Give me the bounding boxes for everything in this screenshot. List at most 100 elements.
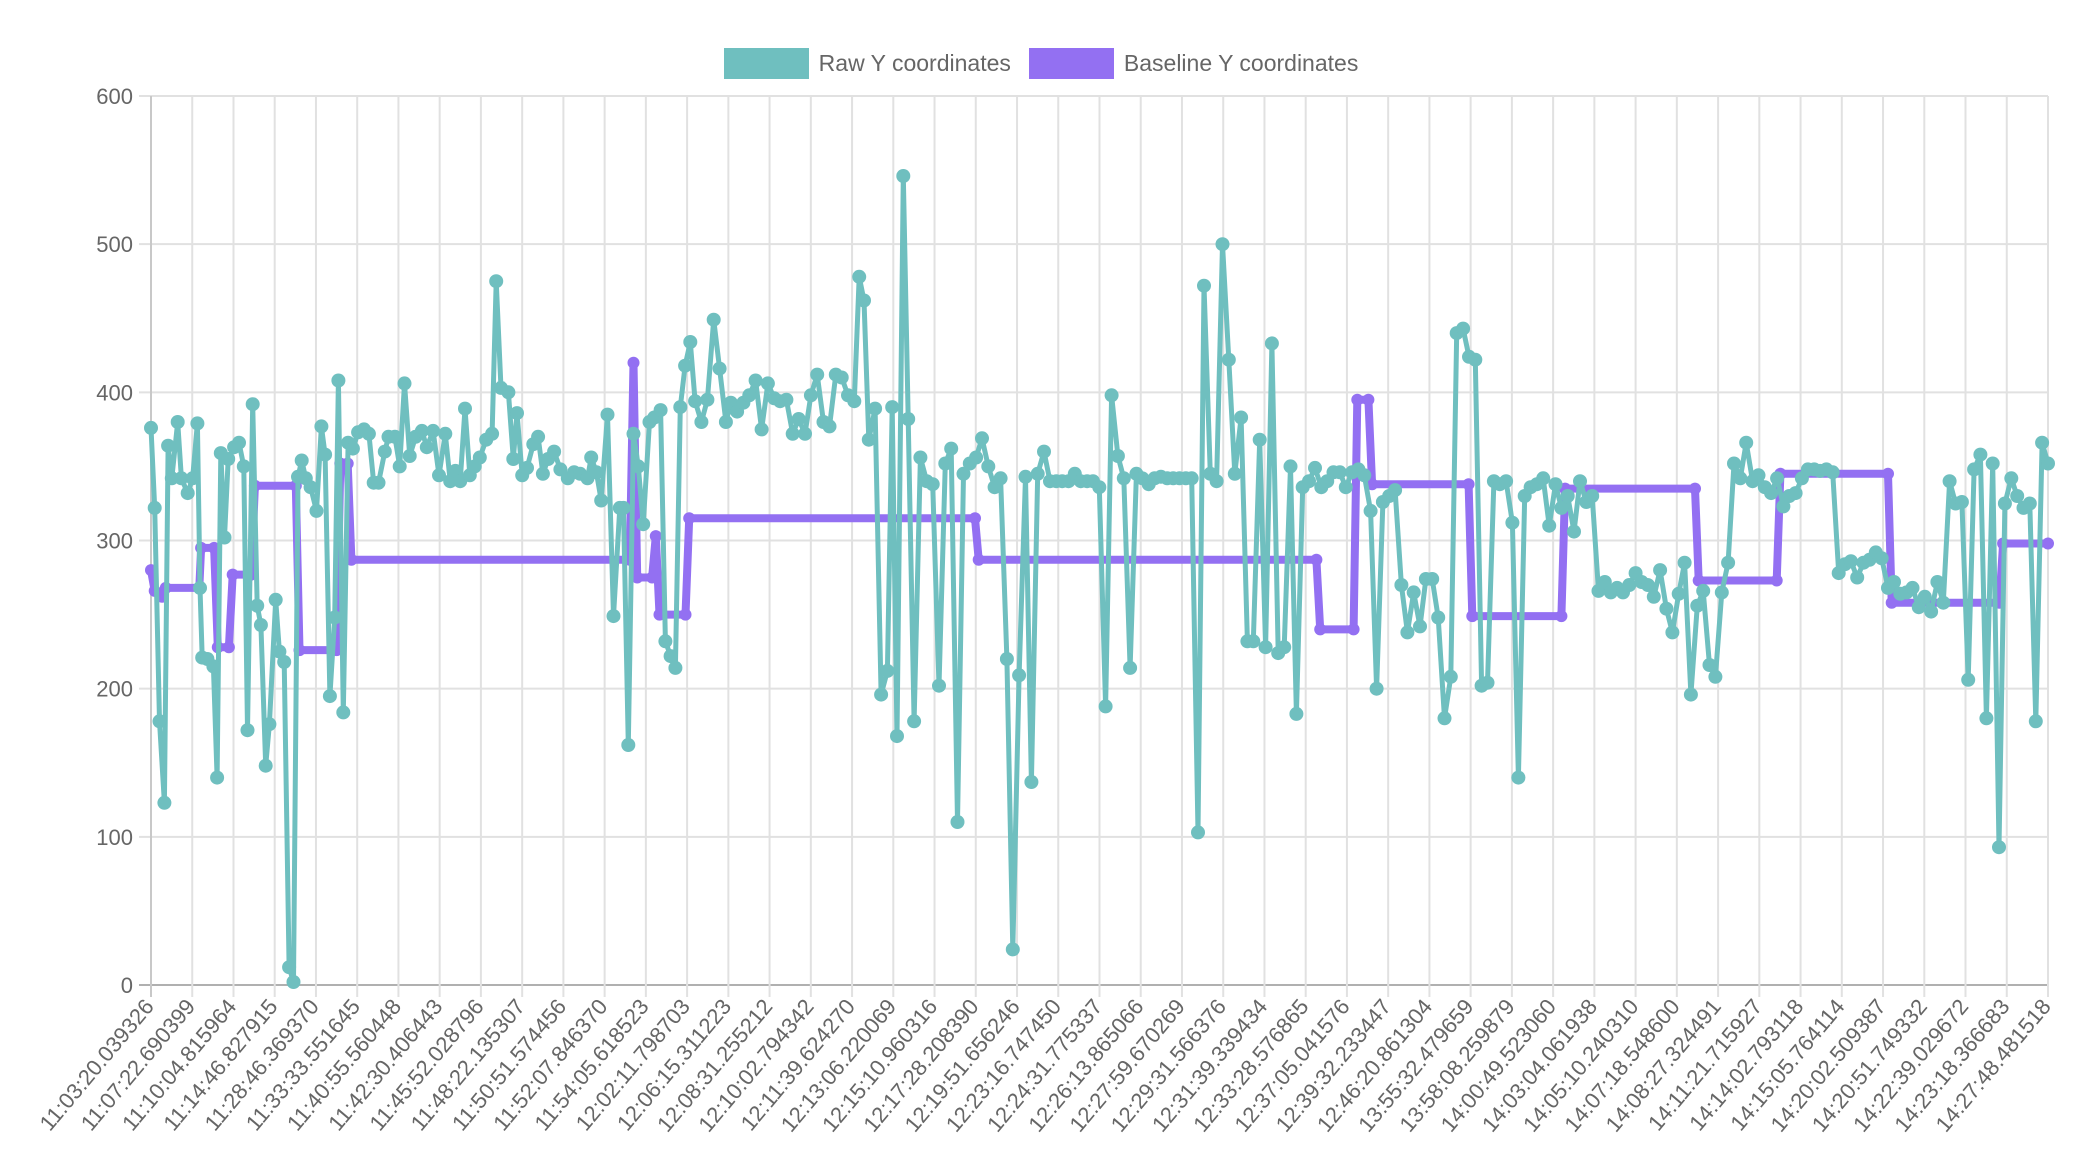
data-point <box>1567 524 1581 539</box>
data-point <box>1536 471 1551 486</box>
data-point <box>1560 489 1575 503</box>
data-point <box>1466 610 1479 623</box>
data-point <box>785 426 800 441</box>
data-point <box>1702 658 1717 672</box>
data-point <box>1480 675 1495 690</box>
data-point <box>1362 393 1375 406</box>
series-points-raw <box>144 169 2055 989</box>
data-point <box>631 459 646 474</box>
data-point <box>1283 459 1298 474</box>
data-point <box>221 452 236 466</box>
x-axis-ticks: 11:03:20.03932611:07:22.69039911:10:04.8… <box>35 994 2056 1137</box>
data-point <box>1310 553 1323 566</box>
data-point <box>1030 466 1045 481</box>
data-point <box>1289 706 1304 721</box>
data-point <box>1973 447 1988 462</box>
data-point <box>938 456 953 471</box>
data-point <box>589 465 604 480</box>
data-point <box>673 400 688 415</box>
data-point <box>584 450 599 465</box>
data-point <box>458 401 472 416</box>
data-point <box>1917 589 1932 604</box>
data-point <box>1659 601 1674 616</box>
data-point <box>361 426 376 441</box>
data-point <box>1443 669 1458 684</box>
data-point <box>472 450 487 465</box>
data-point <box>901 412 916 426</box>
data-point <box>174 471 189 486</box>
data-point <box>1227 466 1242 481</box>
data-point <box>1092 480 1107 495</box>
data-point <box>1468 352 1483 367</box>
legend-swatch-raw <box>723 48 809 79</box>
data-point <box>1555 610 1568 623</box>
data-point <box>547 444 562 459</box>
data-point <box>236 459 251 474</box>
data-point <box>1936 595 1951 610</box>
legend-item-raw[interactable]: Raw Y coordinates <box>723 48 1011 79</box>
data-point <box>606 609 621 624</box>
data-point <box>1708 669 1723 684</box>
data-point <box>1209 474 1224 489</box>
data-point <box>852 269 867 284</box>
data-point <box>950 815 965 829</box>
data-point <box>1751 468 1766 483</box>
data-point <box>1184 471 1199 486</box>
data-point <box>1277 640 1292 655</box>
data-point <box>1690 598 1705 613</box>
data-point <box>1985 456 2000 471</box>
data-point <box>972 553 985 566</box>
data-point <box>1721 555 1736 570</box>
y-tick-label: 0 <box>121 973 133 998</box>
data-point <box>1554 500 1569 515</box>
data-point <box>1622 578 1637 592</box>
data-point <box>631 571 644 584</box>
data-point <box>621 738 636 752</box>
data-point <box>1640 578 1655 592</box>
data-point <box>1347 623 1360 636</box>
data-point <box>1597 575 1612 589</box>
data-point <box>2010 489 2025 503</box>
data-point <box>426 423 441 438</box>
data-point <box>993 471 1008 486</box>
data-point <box>1246 634 1261 649</box>
data-point <box>1776 499 1791 514</box>
data-point <box>206 659 221 674</box>
data-point <box>1431 610 1446 625</box>
y-tick-label: 100 <box>96 825 133 850</box>
data-point <box>1727 456 1741 471</box>
data-point <box>520 460 534 475</box>
data-point <box>626 426 641 441</box>
data-point <box>1843 554 1858 569</box>
data-point <box>600 407 615 422</box>
legend-label-raw: Raw Y coordinates <box>818 50 1011 76</box>
data-point <box>1961 672 1976 687</box>
data-point <box>1215 237 1230 252</box>
data-point <box>1548 477 1563 492</box>
data-point <box>1671 586 1686 601</box>
data-point <box>1197 278 1211 293</box>
data-point <box>969 450 984 465</box>
data-point <box>1585 489 1600 503</box>
data-point <box>2035 435 2050 450</box>
data-point <box>253 618 268 632</box>
data-point <box>501 385 516 400</box>
data-point <box>1788 486 1803 501</box>
data-point <box>1302 474 1316 489</box>
data-point <box>1511 770 1526 785</box>
data-point <box>1357 468 1372 483</box>
data-point <box>1413 619 1427 634</box>
data-point <box>1573 474 1587 489</box>
data-point <box>857 293 871 308</box>
data-point <box>2028 714 2043 729</box>
data-point <box>1696 583 1711 598</box>
data-point <box>678 358 693 373</box>
data-point <box>432 468 446 483</box>
data-point <box>925 477 940 492</box>
data-point <box>268 592 283 607</box>
data-point <box>679 608 692 621</box>
data-point <box>1123 660 1138 675</box>
legend-item-baseline[interactable]: Baseline Y coordinates <box>1028 48 1358 79</box>
data-point <box>754 422 769 437</box>
